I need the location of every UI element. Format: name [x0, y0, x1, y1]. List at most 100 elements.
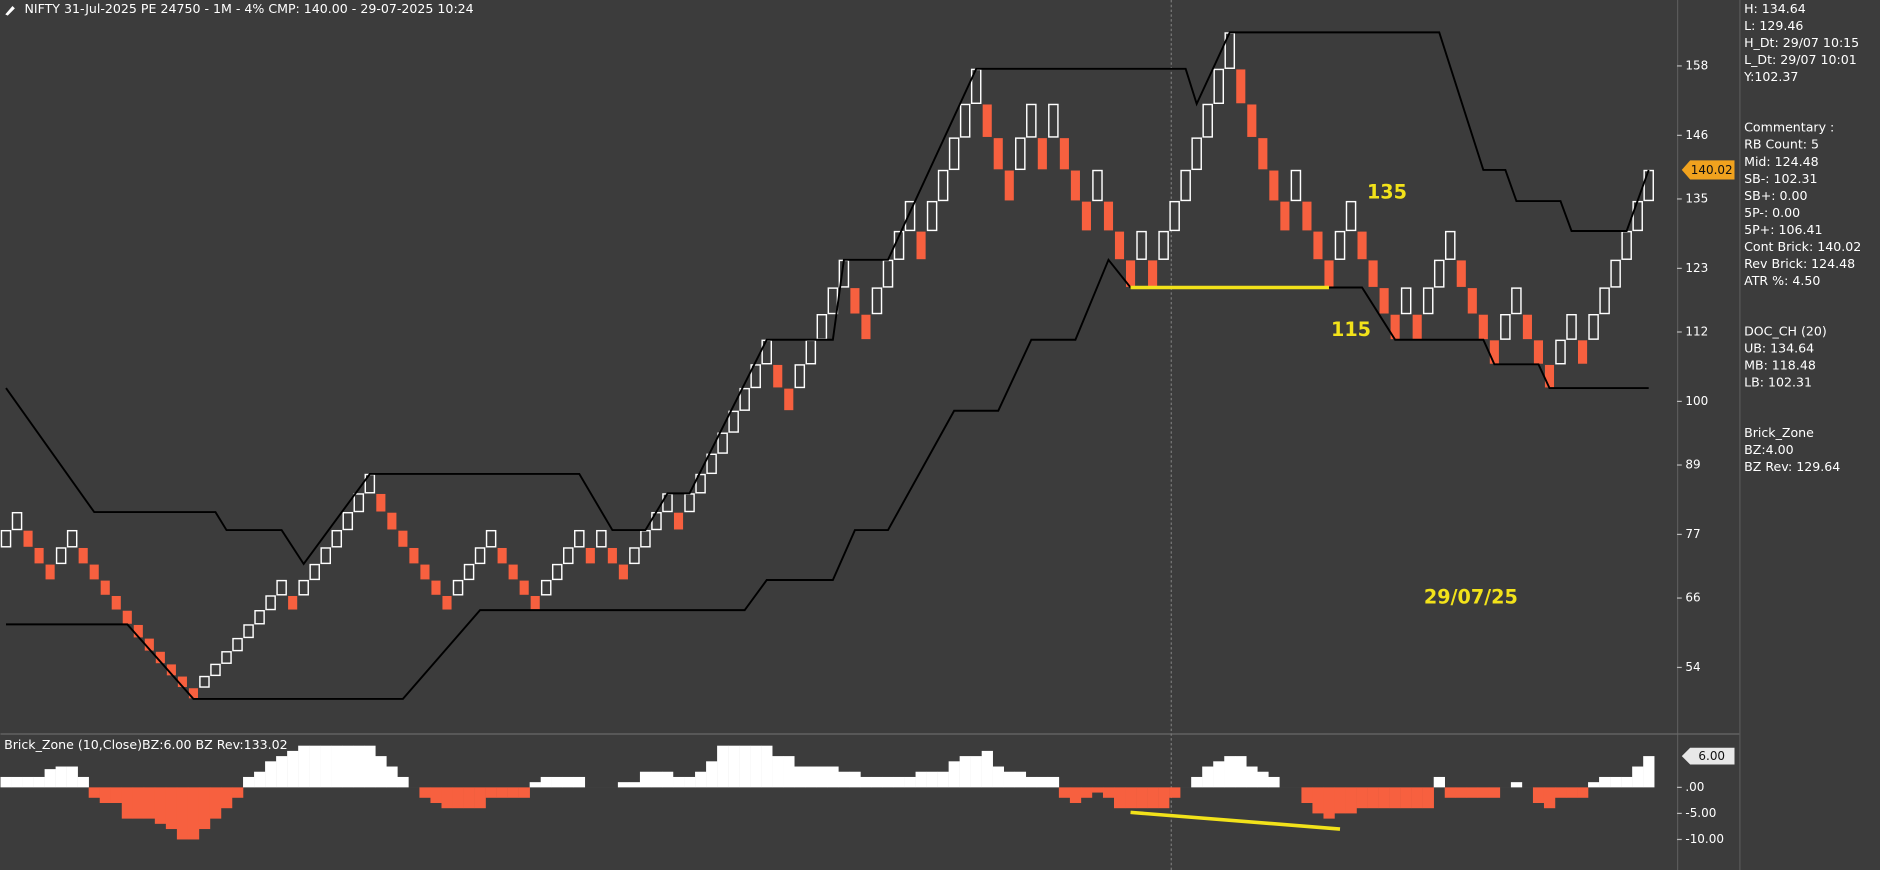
zone-bar	[1577, 787, 1589, 798]
down-brick	[673, 512, 684, 530]
up-brick	[1588, 313, 1599, 340]
y-tick-label: 89	[1685, 458, 1700, 472]
down-brick	[288, 595, 298, 610]
zone-bar	[1444, 787, 1457, 798]
annotation: 29/07/25	[1424, 585, 1518, 608]
zone-bar	[551, 776, 563, 788]
y-tick-label: 112	[1685, 324, 1708, 338]
zone-bar	[1510, 782, 1523, 788]
zone-bar	[1191, 776, 1203, 788]
down-brick	[144, 638, 154, 651]
info-line: MB: 118.48	[1744, 357, 1816, 372]
up-brick	[805, 339, 817, 365]
zone-bar	[1069, 787, 1082, 803]
down-brick	[1247, 104, 1257, 137]
down-brick	[23, 530, 33, 547]
zone-bar	[1411, 787, 1423, 809]
down-brick	[78, 547, 88, 564]
zone-bar	[1158, 787, 1170, 809]
up-brick	[1015, 137, 1026, 171]
down-brick	[34, 547, 44, 564]
current-price-label: 140.02	[1691, 163, 1733, 177]
zone-bar	[794, 766, 806, 788]
zone-bar	[1466, 787, 1479, 798]
zone-bar	[838, 771, 850, 788]
zone-bar	[805, 766, 817, 788]
zone-bar	[1378, 787, 1390, 809]
up-brick	[66, 529, 78, 548]
zone-bar	[1169, 787, 1181, 798]
zone-bar	[1213, 761, 1225, 788]
zone-bar	[1433, 776, 1445, 788]
zone-bar	[1058, 787, 1071, 798]
up-brick	[562, 547, 574, 565]
up-brick	[452, 579, 464, 596]
zone-bar	[926, 771, 938, 788]
zone-bar	[1003, 771, 1016, 788]
down-brick	[1489, 340, 1499, 364]
zone-bar	[1268, 776, 1280, 788]
info-line: ATR %: 4.50	[1744, 273, 1820, 288]
up-brick	[761, 339, 772, 365]
zone-bar	[981, 750, 993, 788]
down-brick	[1302, 201, 1312, 231]
y-tick-label: 123	[1685, 261, 1708, 275]
down-brick	[376, 493, 386, 512]
up-brick	[1345, 200, 1357, 232]
zone-bar	[77, 776, 89, 788]
up-brick	[1213, 68, 1225, 104]
up-brick	[221, 651, 232, 664]
zone-bar	[88, 787, 100, 798]
zone-bar	[220, 787, 233, 809]
zone-bar	[1632, 766, 1644, 788]
zone-bar	[673, 776, 685, 788]
up-brick	[1422, 287, 1434, 315]
down-brick	[1103, 201, 1114, 231]
zone-bar	[265, 761, 277, 788]
up-brick	[276, 579, 287, 596]
down-brick	[1070, 170, 1080, 201]
up-brick	[298, 579, 309, 596]
up-brick	[574, 529, 585, 548]
down-brick	[861, 314, 871, 340]
down-brick	[188, 688, 198, 699]
zone-bar	[1312, 787, 1324, 814]
zone-bar	[882, 776, 894, 788]
zone-bar	[1036, 776, 1049, 788]
y-tick-label: .00	[1685, 780, 1704, 794]
zone-bar	[728, 745, 740, 788]
zone-bar	[99, 787, 111, 803]
zone-bar	[1488, 787, 1501, 798]
chart-title: NIFTY 31-Jul-2025 PE 24750 - 1M - 4% CMP…	[24, 1, 473, 16]
down-brick	[1258, 138, 1268, 170]
down-brick	[850, 288, 860, 314]
down-brick	[166, 664, 176, 676]
zone-bar	[320, 745, 332, 788]
y-tick-label: -5.00	[1685, 806, 1716, 820]
y-tick-label: 77	[1685, 527, 1700, 541]
zone-bar	[353, 745, 365, 788]
up-brick	[816, 313, 828, 340]
up-brick	[1191, 137, 1202, 171]
zone-bar	[915, 771, 927, 788]
info-line: BZ:4.00	[1744, 442, 1794, 457]
zone-bar	[827, 766, 839, 788]
zone-bar	[243, 776, 255, 788]
up-brick	[1632, 200, 1643, 232]
up-brick	[1500, 313, 1511, 340]
zone-bar	[1047, 776, 1060, 788]
down-brick	[1522, 314, 1532, 340]
zone-bar	[706, 761, 718, 788]
trend-line	[1130, 810, 1341, 831]
down-brick	[387, 512, 397, 530]
down-brick	[1114, 231, 1125, 260]
down-brick	[1269, 170, 1279, 201]
zone-bar	[1367, 787, 1379, 809]
zone-bar	[1125, 787, 1137, 809]
zone-bar	[419, 787, 431, 798]
zone-bar	[1014, 771, 1027, 788]
zone-bar	[1224, 756, 1236, 788]
zone-bar	[1554, 787, 1567, 798]
down-brick	[155, 651, 165, 664]
zone-bar	[1235, 756, 1247, 788]
